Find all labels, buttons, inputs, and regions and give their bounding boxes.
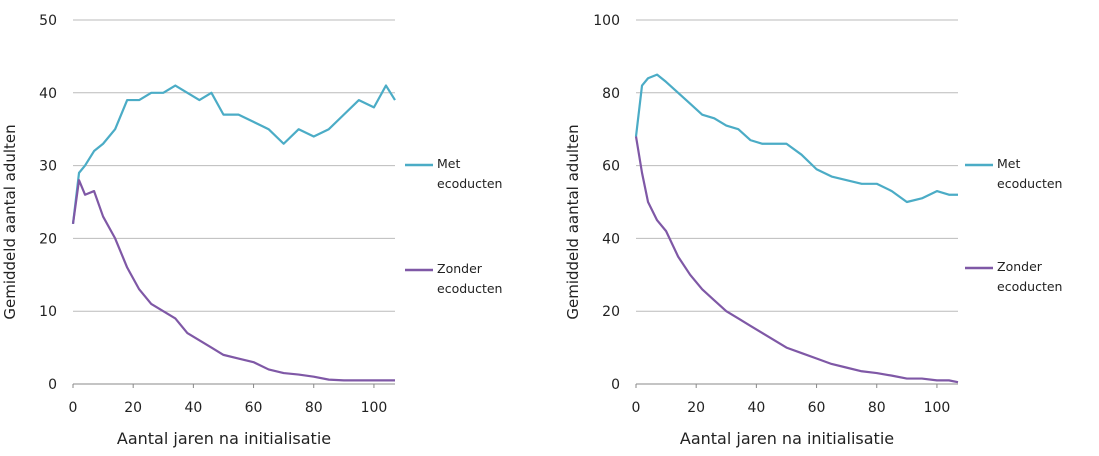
series-line — [634, 136, 959, 384]
x-tick-label: 20 — [687, 400, 705, 416]
x-tick-label: 60 — [245, 400, 263, 416]
x-tick-label: 100 — [361, 400, 388, 416]
y-tick-label: 40 — [602, 231, 620, 247]
y-axis-title: Gemiddeld aantal adulten — [1, 124, 19, 319]
y-tick-label: 0 — [48, 377, 57, 393]
legend-label: Met ecoducten — [997, 156, 1063, 191]
y-tick-label: 50 — [39, 13, 57, 29]
x-tick-label: 0 — [69, 400, 78, 416]
legend-label: Zonder ecoducten — [997, 259, 1063, 294]
y-axis-title: Gemiddeld aantal adulten — [564, 124, 582, 319]
y-tick-label: 20 — [602, 304, 620, 320]
y-tick-label: 100 — [593, 13, 620, 29]
y-tick-label: 60 — [602, 159, 620, 175]
series-line — [634, 73, 958, 204]
y-tick-label: 10 — [39, 304, 57, 320]
x-tick-label: 80 — [868, 400, 886, 416]
legend-label: Met ecoducten — [437, 156, 503, 191]
series-line — [71, 84, 396, 224]
y-tick-label: 30 — [39, 159, 57, 175]
x-tick-label: 0 — [632, 400, 641, 416]
legend-label: Zonder ecoducten — [437, 261, 503, 296]
x-tick-label: 40 — [184, 400, 202, 416]
x-axis-title: Aantal jaren na initialisatie — [117, 429, 331, 448]
x-tick-label: 80 — [305, 400, 323, 416]
y-tick-label: 40 — [39, 86, 57, 102]
x-tick-label: 20 — [124, 400, 142, 416]
x-axis-title: Aantal jaren na initialisatie — [680, 429, 894, 448]
y-tick-label: 80 — [602, 86, 620, 102]
x-tick-label: 100 — [924, 400, 951, 416]
y-tick-label: 20 — [39, 231, 57, 247]
y-tick-label: 0 — [611, 377, 620, 393]
series-line — [71, 179, 395, 382]
x-tick-label: 60 — [808, 400, 826, 416]
x-tick-label: 40 — [747, 400, 765, 416]
